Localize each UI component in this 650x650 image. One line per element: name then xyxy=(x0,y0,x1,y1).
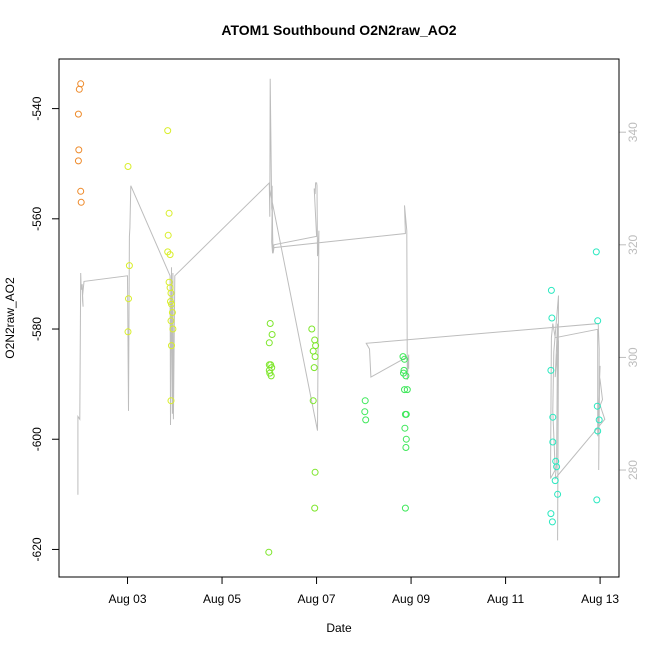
data-point xyxy=(595,416,603,424)
y-tick-label: -560 xyxy=(30,206,44,230)
data-point xyxy=(169,325,177,333)
data-point xyxy=(124,328,132,336)
data-point xyxy=(402,372,410,380)
y-tick-label: -580 xyxy=(30,317,44,341)
x-tick-label: Aug 11 xyxy=(487,592,524,606)
data-point xyxy=(75,146,83,154)
data-point xyxy=(401,424,409,432)
data-point xyxy=(77,80,85,88)
data-point xyxy=(362,416,370,424)
data-point xyxy=(548,314,556,322)
y-tick-label: -600 xyxy=(30,427,44,451)
data-point xyxy=(167,397,175,405)
data-point xyxy=(311,504,319,512)
data-point xyxy=(74,110,82,118)
data-point xyxy=(309,397,317,405)
data-point xyxy=(594,317,602,325)
data-point xyxy=(401,386,408,394)
data-point xyxy=(266,320,274,327)
right-axis: 340 320 300 280 xyxy=(619,122,640,480)
data-point xyxy=(77,187,85,195)
data-point xyxy=(166,251,174,259)
data-point xyxy=(548,518,556,526)
data-point xyxy=(308,325,316,333)
data-point xyxy=(361,408,369,416)
data-point xyxy=(124,163,132,170)
data-point xyxy=(402,435,410,443)
series-line xyxy=(77,78,606,541)
data-point xyxy=(401,504,409,512)
data-point xyxy=(401,355,408,363)
x-tick-label: Aug 09 xyxy=(392,592,430,606)
data-point xyxy=(551,477,559,485)
data-point xyxy=(167,289,175,297)
bottom-axis: Aug 03 Aug 05 Aug 07 Aug 09 Aug 11 Aug 13 xyxy=(108,577,619,606)
y2-tick-label: 340 xyxy=(626,122,640,142)
reference-lines xyxy=(77,78,606,541)
data-point xyxy=(265,548,273,556)
data-point xyxy=(593,496,601,504)
plot-frame xyxy=(58,58,620,578)
x-tick-label: Aug 13 xyxy=(581,592,619,606)
data-point xyxy=(361,397,369,405)
data-point xyxy=(310,364,318,372)
data-point xyxy=(311,353,319,361)
data-point xyxy=(402,444,410,451)
y2-tick-label: 300 xyxy=(626,347,640,367)
data-point xyxy=(165,209,173,217)
x-tick-label: Aug 07 xyxy=(298,592,336,606)
data-point xyxy=(554,490,562,498)
data-point xyxy=(168,309,176,316)
data-point xyxy=(164,231,172,239)
y-tick-label: -540 xyxy=(30,96,44,120)
data-point xyxy=(549,413,557,421)
y-tick-label: -620 xyxy=(30,537,44,561)
y-axis-label: O2N2raw_AO2 xyxy=(3,277,17,359)
data-point xyxy=(403,386,411,394)
data-point xyxy=(547,510,555,518)
data-point xyxy=(402,410,410,418)
data-point xyxy=(311,468,319,476)
data-point xyxy=(593,402,601,410)
x-axis-label: Date xyxy=(326,621,352,635)
chart-title: ATOM1 Southbound O2N2raw_AO2 xyxy=(221,22,456,38)
data-point xyxy=(592,248,600,256)
left-axis: -540 -560 -580 -600 -620 xyxy=(30,96,59,561)
x-tick-label: Aug 05 xyxy=(203,592,241,606)
y2-tick-label: 320 xyxy=(626,234,640,254)
data-point xyxy=(125,262,133,270)
data-point xyxy=(167,317,175,325)
data-point xyxy=(547,286,555,294)
data-point xyxy=(168,342,175,350)
data-point xyxy=(549,438,557,446)
data-point xyxy=(553,463,561,471)
data-point xyxy=(164,127,172,135)
data-point xyxy=(77,198,85,206)
data-point xyxy=(547,366,555,374)
data-point xyxy=(594,427,602,435)
data-point xyxy=(265,339,273,347)
data-point xyxy=(267,372,275,380)
data-point xyxy=(125,295,132,303)
data-points xyxy=(74,80,603,556)
y2-tick-label: 280 xyxy=(626,460,640,480)
data-point xyxy=(168,300,175,308)
data-point xyxy=(268,331,276,338)
data-point xyxy=(74,157,82,165)
x-tick-label: Aug 03 xyxy=(108,592,146,606)
